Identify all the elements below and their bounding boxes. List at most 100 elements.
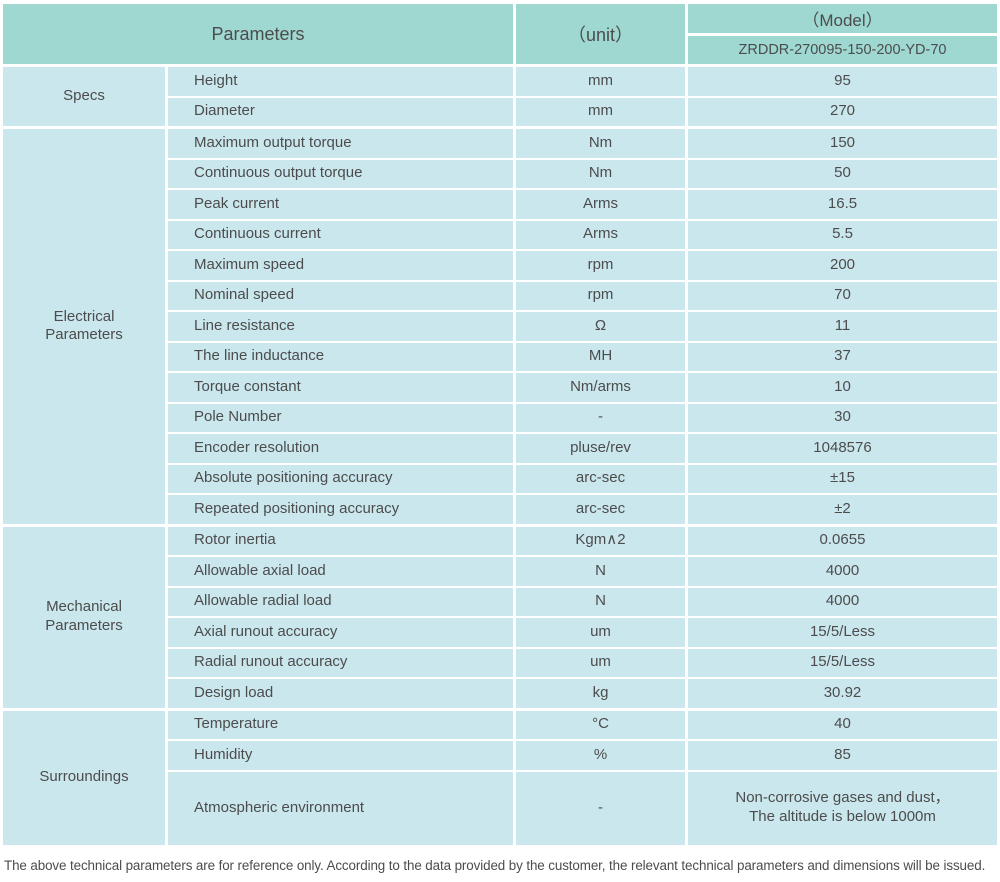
section-specs: Specs Height mm 95 Diameter mm 270 [3, 67, 997, 126]
param-name-cell: Allowable axial load [168, 557, 513, 586]
table-row: Rotor inertia Kgm∧2 0.0655 [168, 526, 997, 555]
unit-cell: Nm [516, 159, 685, 188]
unit-cell: MH [516, 342, 685, 371]
param-name-cell: Temperature [168, 710, 513, 739]
param-name-cell: Atmospheric environment [168, 771, 513, 845]
parameters-label: Parameters [211, 23, 305, 44]
unit-cell: mm [516, 67, 685, 96]
table-row: Allowable axial load N 4000 [168, 557, 997, 586]
section-label: Surroundings [3, 710, 165, 845]
param-name-cell: Design load [168, 679, 513, 708]
table-row: Absolute positioning accuracy arc-sec ±1… [168, 464, 997, 493]
model-label: （Model） [688, 4, 997, 33]
param-name-cell: Maximum output torque [168, 129, 513, 158]
table-row: Height mm 95 [168, 67, 997, 96]
unit-cell: kg [516, 679, 685, 708]
unit-cell: Ω [516, 312, 685, 341]
unit-cell: mm [516, 97, 685, 126]
value-cell: 15/5/Less [688, 648, 997, 677]
unit-cell: um [516, 648, 685, 677]
param-name-cell: The line inductance [168, 342, 513, 371]
table-row: Radial runout accuracy um 15/5/Less [168, 648, 997, 677]
table-row: Maximum speed rpm 200 [168, 251, 997, 280]
table-row: Peak current Arms 16.5 [168, 190, 997, 219]
unit-cell: arc-sec [516, 495, 685, 524]
table-row: Continuous current Arms 5.5 [168, 220, 997, 249]
unit-cell: Nm/arms [516, 373, 685, 402]
value-cell: 95 [688, 67, 997, 96]
value-cell: 37 [688, 342, 997, 371]
unit-cell: pluse/rev [516, 434, 685, 463]
table-row: Allowable radial load N 4000 [168, 587, 997, 616]
param-name-cell: Rotor inertia [168, 526, 513, 555]
unit-cell: Arms [516, 190, 685, 219]
value-cell: ±2 [688, 495, 997, 524]
section-surroundings: Surroundings Temperature °C 40 Humidity … [3, 710, 997, 845]
header-unit: （unit） [516, 4, 685, 64]
value-cell: 40 [688, 710, 997, 739]
value-cell: 270 [688, 97, 997, 126]
table-row: Humidity % 85 [168, 741, 997, 770]
header-parameters: Parameters [3, 4, 513, 64]
param-name-cell: Torque constant [168, 373, 513, 402]
param-name-cell: Pole Number [168, 403, 513, 432]
value-cell: 5.5 [688, 220, 997, 249]
value-cell: 4000 [688, 557, 997, 586]
unit-cell: % [516, 741, 685, 770]
unit-cell: Kgm∧2 [516, 526, 685, 555]
section-label: Mechanical Parameters [3, 526, 165, 708]
table-row: Axial runout accuracy um 15/5/Less [168, 618, 997, 647]
table-row: Atmospheric environment - Non-corrosive … [168, 771, 997, 845]
param-name-cell: Line resistance [168, 312, 513, 341]
param-name-cell: Allowable radial load [168, 587, 513, 616]
param-name-cell: Repeated positioning accuracy [168, 495, 513, 524]
param-name-cell: Diameter [168, 97, 513, 126]
table-row: Design load kg 30.92 [168, 679, 997, 708]
value-cell: Non-corrosive gases and dust， The altitu… [688, 771, 997, 845]
value-cell: 10 [688, 373, 997, 402]
value-cell: 200 [688, 251, 997, 280]
value-cell: 15/5/Less [688, 618, 997, 647]
unit-cell: um [516, 618, 685, 647]
param-name-cell: Axial runout accuracy [168, 618, 513, 647]
unit-cell: rpm [516, 251, 685, 280]
param-name-cell: Continuous current [168, 220, 513, 249]
unit-cell: Nm [516, 129, 685, 158]
unit-cell: rpm [516, 281, 685, 310]
unit-cell: N [516, 587, 685, 616]
model-number: ZRDDR-270095-150-200-YD-70 [688, 36, 997, 64]
header-model: （Model） ZRDDR-270095-150-200-YD-70 [688, 4, 997, 64]
value-cell: 50 [688, 159, 997, 188]
unit-cell: - [516, 403, 685, 432]
param-name-cell: Maximum speed [168, 251, 513, 280]
value-cell: 1048576 [688, 434, 997, 463]
value-cell: 16.5 [688, 190, 997, 219]
table-body: Specs Height mm 95 Diameter mm 270 Elect… [3, 67, 997, 845]
table-row: Encoder resolution pluse/rev 1048576 [168, 434, 997, 463]
table-header: Parameters （unit） （Model） ZRDDR-270095-1… [3, 4, 997, 64]
unit-label: （unit） [567, 25, 634, 45]
param-name-cell: Nominal speed [168, 281, 513, 310]
param-name-cell: Absolute positioning accuracy [168, 464, 513, 493]
param-name-cell: Continuous output torque [168, 159, 513, 188]
unit-cell: °C [516, 710, 685, 739]
table-row: Diameter mm 270 [168, 97, 997, 126]
table-row: Torque constant Nm/arms 10 [168, 373, 997, 402]
table-row: Maximum output torque Nm 150 [168, 129, 997, 158]
value-cell: 4000 [688, 587, 997, 616]
table-row: Nominal speed rpm 70 [168, 281, 997, 310]
unit-cell: Arms [516, 220, 685, 249]
value-cell: 70 [688, 281, 997, 310]
section-label: Specs [3, 67, 165, 126]
table-row: Line resistance Ω 11 [168, 312, 997, 341]
footer-note: The above technical parameters are for r… [4, 857, 986, 873]
value-cell: 85 [688, 741, 997, 770]
table-row: Repeated positioning accuracy arc-sec ±2 [168, 495, 997, 524]
value-cell: 0.0655 [688, 526, 997, 555]
param-name-cell: Height [168, 67, 513, 96]
section-label: Electrical Parameters [3, 129, 165, 524]
table-row: The line inductance MH 37 [168, 342, 997, 371]
value-cell: 30.92 [688, 679, 997, 708]
table-row: Continuous output torque Nm 50 [168, 159, 997, 188]
